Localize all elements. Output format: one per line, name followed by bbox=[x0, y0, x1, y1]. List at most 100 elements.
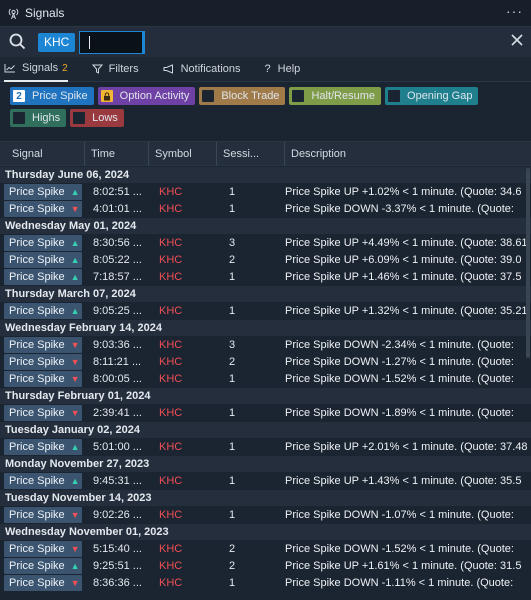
table-row[interactable]: Price Spike ▼ 4:01:01 ... KHC 1 Price Spike D… bbox=[0, 201, 531, 217]
table-row[interactable]: Price Spike ▲ 8:30:56 ... KHC 3 Price Spike U… bbox=[0, 235, 531, 251]
signal-type-button[interactable]: Price Spike ▼ bbox=[4, 575, 82, 591]
signal-type-button[interactable]: Price Spike ▲ bbox=[4, 235, 82, 251]
search-icon[interactable] bbox=[8, 32, 28, 52]
signal-symbol[interactable]: KHC bbox=[159, 543, 183, 555]
table-row[interactable]: Price Spike ▲ 8:05:22 ... KHC 2 Price Spike U… bbox=[0, 252, 531, 268]
tab-signals[interactable]: Signals 2 bbox=[4, 57, 68, 82]
signal-description: Price Spike UP +1.02% < 1 minute. (Quote… bbox=[285, 186, 522, 198]
signal-time: 8:02:51 ... bbox=[93, 186, 142, 198]
signal-symbol[interactable]: KHC bbox=[159, 186, 183, 198]
date-group-header: Tuesday January 02, 2024 bbox=[0, 422, 531, 438]
signal-session: 1 bbox=[229, 407, 236, 419]
tab-help[interactable]: ? Help bbox=[265, 57, 301, 82]
filter-opening-gap[interactable]: Opening Gap bbox=[385, 87, 479, 105]
signal-type-filters: 2 Price Spike Option Activity Block Trade Ha… bbox=[0, 82, 531, 142]
signal-type-label: Price Spike bbox=[9, 509, 65, 521]
signal-type-button[interactable]: Price Spike ▼ bbox=[4, 507, 82, 523]
signal-type-button[interactable]: Price Spike ▲ bbox=[4, 303, 82, 319]
signal-type-label: Price Spike bbox=[9, 271, 65, 283]
table-row[interactable]: Price Spike ▲ 9:05:25 ... KHC 1 Price Spike U… bbox=[0, 303, 531, 319]
signal-time: 9:25:51 ... bbox=[93, 560, 142, 572]
window-title: Signals bbox=[25, 6, 65, 20]
table-row[interactable]: Price Spike ▲ 9:45:31 ... KHC 1 Price Spike U… bbox=[0, 473, 531, 489]
signals-count-badge: 2 bbox=[62, 62, 68, 74]
signal-symbol[interactable]: KHC bbox=[159, 356, 183, 368]
signal-type-button[interactable]: Price Spike ▼ bbox=[4, 201, 82, 217]
column-header-session[interactable]: Sessi... bbox=[216, 141, 284, 166]
signal-symbol[interactable]: KHC bbox=[159, 254, 183, 266]
symbol-search-input[interactable] bbox=[79, 30, 146, 54]
signal-symbol[interactable]: KHC bbox=[159, 475, 183, 487]
table-row[interactable]: Price Spike ▲ 9:25:51 ... KHC 2 Price Spike U… bbox=[0, 558, 531, 574]
tab-filters[interactable]: Filters bbox=[91, 57, 139, 82]
signal-description: Price Spike UP +1.61% < 1 minute. (Quote… bbox=[285, 560, 522, 572]
symbol-chip[interactable]: KHC bbox=[38, 32, 76, 52]
column-header-symbol[interactable]: Symbol bbox=[148, 141, 216, 166]
signal-symbol[interactable]: KHC bbox=[159, 407, 183, 419]
table-row[interactable]: Price Spike ▲ 7:18:57 ... KHC 1 Price Spike U… bbox=[0, 269, 531, 285]
arrow-up-icon: ▲ bbox=[70, 561, 80, 571]
filter-block-trade[interactable]: Block Trade bbox=[199, 87, 286, 105]
title-bar: Signals ··· bbox=[0, 0, 531, 26]
table-row[interactable]: Price Spike ▼ 5:15:40 ... KHC 2 Price Spike D… bbox=[0, 541, 531, 557]
signal-symbol[interactable]: KHC bbox=[159, 373, 183, 385]
tab-bar: Signals 2 Filters Notifications ? Help bbox=[0, 57, 531, 82]
arrow-down-icon: ▼ bbox=[70, 510, 80, 520]
signal-type-button[interactable]: Price Spike ▼ bbox=[4, 405, 82, 421]
column-header-time[interactable]: Time bbox=[84, 141, 148, 166]
signal-type-button[interactable]: Price Spike ▲ bbox=[4, 439, 82, 455]
table-row[interactable]: Price Spike ▼ 8:11:21 ... KHC 2 Price Spike D… bbox=[0, 354, 531, 370]
filter-price-spike[interactable]: 2 Price Spike bbox=[10, 87, 94, 105]
signal-type-button[interactable]: Price Spike ▲ bbox=[4, 269, 82, 285]
arrow-down-icon: ▼ bbox=[70, 544, 80, 554]
signal-time: 9:45:31 ... bbox=[93, 475, 142, 487]
signal-type-button[interactable]: Price Spike ▼ bbox=[4, 354, 82, 370]
signal-symbol[interactable]: KHC bbox=[159, 203, 183, 215]
signal-type-button[interactable]: Price Spike ▲ bbox=[4, 252, 82, 268]
signal-description: Price Spike DOWN -1.52% < 1 minute. (Quo… bbox=[285, 543, 514, 555]
close-icon[interactable] bbox=[510, 33, 524, 47]
signal-type-button[interactable]: Price Spike ▲ bbox=[4, 473, 82, 489]
date-group-header: Tuesday November 14, 2023 bbox=[0, 490, 531, 506]
signal-symbol[interactable]: KHC bbox=[159, 305, 183, 317]
signal-symbol[interactable]: KHC bbox=[159, 577, 183, 589]
filter-checkbox: 2 bbox=[13, 90, 25, 102]
signal-type-button[interactable]: Price Spike ▲ bbox=[4, 184, 82, 200]
signal-type-button[interactable]: Price Spike ▼ bbox=[4, 337, 82, 353]
signal-symbol[interactable]: KHC bbox=[159, 509, 183, 521]
signal-symbol[interactable]: KHC bbox=[159, 339, 183, 351]
signal-description: Price Spike DOWN -1.27% < 1 minute. (Quo… bbox=[285, 356, 514, 368]
filter-label: Opening Gap bbox=[407, 90, 473, 102]
tab-label: Filters bbox=[108, 63, 139, 75]
more-options-button[interactable]: ··· bbox=[506, 3, 523, 19]
table-row[interactable]: Price Spike ▼ 2:39:41 ... KHC 1 Price Spike D… bbox=[0, 405, 531, 421]
arrow-up-icon: ▲ bbox=[70, 442, 80, 452]
table-row[interactable]: Price Spike ▲ 5:01:00 ... KHC 1 Price Spike U… bbox=[0, 439, 531, 455]
table-row[interactable]: Price Spike ▼ 9:02:26 ... KHC 1 Price Spike D… bbox=[0, 507, 531, 523]
signal-description: Price Spike UP +1.46% < 1 minute. (Quote… bbox=[285, 271, 522, 283]
signal-type-button[interactable]: Price Spike ▼ bbox=[4, 371, 82, 387]
table-row[interactable]: Price Spike ▼ 8:36:36 ... KHC 1 Price Spike D… bbox=[0, 575, 531, 591]
signal-session: 1 bbox=[229, 305, 236, 317]
signal-symbol[interactable]: KHC bbox=[159, 560, 183, 572]
signal-type-button[interactable]: Price Spike ▼ bbox=[4, 541, 82, 557]
signal-symbol[interactable]: KHC bbox=[159, 237, 183, 249]
tab-notifications[interactable]: Notifications bbox=[163, 57, 241, 82]
column-header-description[interactable]: Description bbox=[284, 141, 531, 166]
signal-type-button[interactable]: Price Spike ▲ bbox=[4, 558, 82, 574]
table-row[interactable]: Price Spike ▼ 8:00:05 ... KHC 1 Price Spike D… bbox=[0, 371, 531, 387]
filter-option-activity[interactable]: Option Activity bbox=[97, 87, 196, 105]
signal-symbol[interactable]: KHC bbox=[159, 441, 183, 453]
signal-symbol[interactable]: KHC bbox=[159, 271, 183, 283]
signal-session: 1 bbox=[229, 441, 236, 453]
table-row[interactable]: Price Spike ▲ 8:02:51 ... KHC 1 Price Spike U… bbox=[0, 184, 531, 200]
tab-label: Notifications bbox=[180, 63, 241, 75]
date-group-header: Monday November 27, 2023 bbox=[0, 456, 531, 472]
table-row[interactable]: Price Spike ▼ 9:03:36 ... KHC 3 Price Spike D… bbox=[0, 337, 531, 353]
filter-lows[interactable]: Lows bbox=[70, 109, 124, 127]
filter-icon bbox=[91, 64, 103, 74]
filter-highs[interactable]: Highs bbox=[10, 109, 67, 127]
scrollbar[interactable] bbox=[526, 168, 530, 358]
filter-halt-resume[interactable]: Halt/Resume bbox=[289, 87, 382, 105]
column-header-signal[interactable]: Signal bbox=[12, 147, 43, 160]
